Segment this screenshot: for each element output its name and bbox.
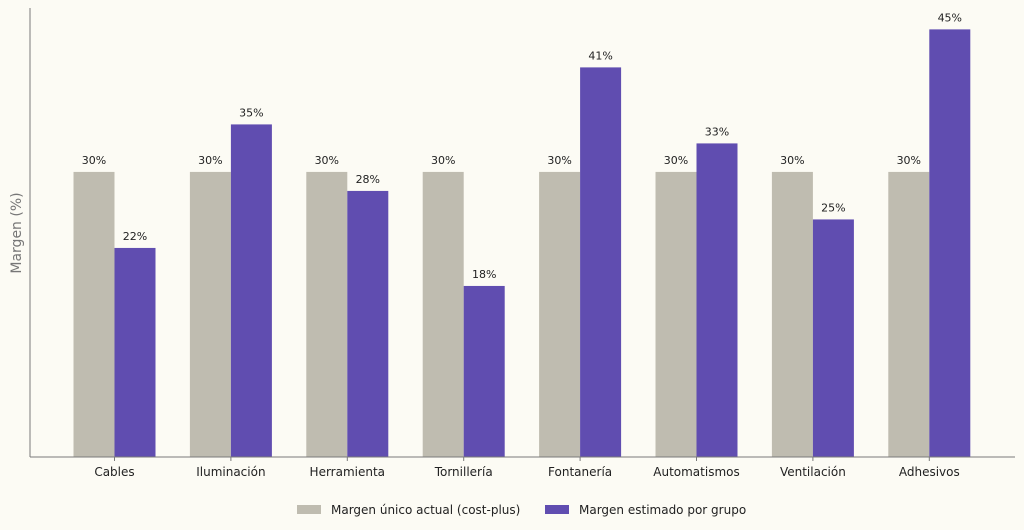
x-tick-label: Adhesivos (899, 465, 960, 479)
bar-estimado-5 (580, 67, 622, 457)
bar-actual-7 (771, 171, 813, 457)
x-tick-label: Herramienta (310, 465, 386, 479)
data-label-actual-2: 30% (198, 154, 222, 167)
x-tick-label: Automatismos (653, 465, 739, 479)
x-tick-label: Fontanería (548, 465, 612, 479)
bar-actual-2 (189, 171, 231, 457)
data-label-estimado-1: 22% (123, 230, 147, 243)
data-label-estimado-8: 45% (938, 11, 962, 24)
x-tick-label: Iluminación (196, 465, 265, 479)
y-axis-label: Margen (%) (9, 192, 25, 273)
data-label-estimado-7: 25% (821, 201, 845, 214)
x-tick-labels-group: Cables Iluminación Herramienta Tornillería F… (94, 457, 960, 479)
data-label-actual-7: 30% (780, 154, 804, 167)
data-labels-group: 30% 22% 30% 35% 30% 28% 30% 18% 30% 41% 30% 33% 30% 2… (82, 11, 962, 281)
data-label-actual-3: 30% (315, 154, 339, 167)
bar-estimado-3 (347, 190, 389, 458)
data-label-estimado-3: 28% (356, 173, 380, 186)
bar-estimado-8 (929, 29, 971, 458)
bar-estimado-4 (463, 285, 505, 457)
bar-actual-6 (655, 171, 697, 457)
data-label-actual-8: 30% (897, 154, 921, 167)
bar-actual-1 (73, 171, 115, 457)
data-label-actual-4: 30% (431, 154, 455, 167)
data-label-actual-5: 30% (547, 154, 571, 167)
data-label-actual-6: 30% (664, 154, 688, 167)
bar-actual-4 (422, 171, 464, 457)
x-tick-label: Cables (94, 465, 134, 479)
bar-estimado-6 (696, 143, 738, 457)
bar-actual-5 (539, 171, 581, 457)
bars-group (73, 29, 971, 458)
data-label-estimado-2: 35% (239, 106, 263, 119)
legend-swatch-2 (545, 505, 569, 514)
legend-label-1: Margen único actual (cost-plus) (331, 503, 520, 517)
data-label-estimado-6: 33% (705, 125, 729, 138)
bar-actual-3 (306, 171, 348, 457)
bar-actual-8 (888, 171, 930, 457)
bar-estimado-1 (114, 247, 156, 457)
bar-estimado-7 (812, 219, 854, 457)
data-label-estimado-4: 18% (472, 268, 496, 281)
bar-estimado-2 (230, 124, 272, 457)
data-label-actual-1: 30% (82, 154, 106, 167)
legend-swatch-1 (297, 505, 321, 514)
data-label-estimado-5: 41% (588, 49, 612, 62)
legend-label-2: Margen estimado por grupo (579, 503, 746, 517)
legend: Margen único actual (cost-plus) Margen es… (297, 503, 746, 517)
x-tick-label: Ventilación (780, 465, 846, 479)
x-tick-label: Tornillería (434, 465, 493, 479)
